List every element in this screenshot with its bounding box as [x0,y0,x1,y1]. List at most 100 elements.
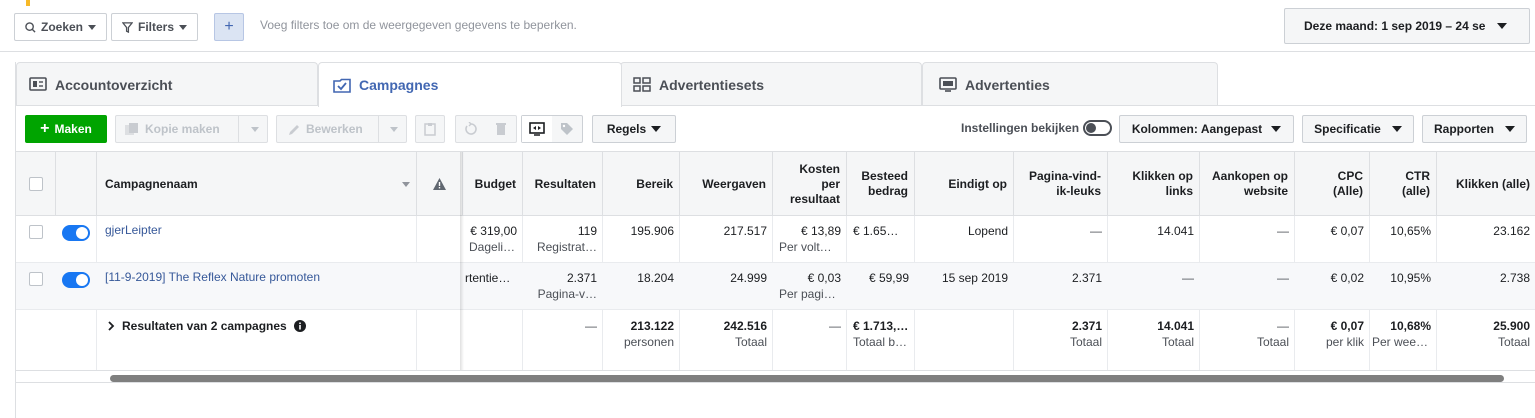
ab-test-tag-group [521,115,583,143]
ctr-value: 10,95% [1390,271,1431,285]
duplicate-label: Kopie maken [145,122,220,136]
header-ctr[interactable]: CTR (alle) [1370,152,1437,216]
date-range-picker[interactable]: Deze maand: 1 sep 2019 – 24 se [1284,8,1530,44]
clicks-value: 2.738 [1499,271,1530,285]
row-checkbox[interactable] [29,225,43,239]
reports-button[interactable]: Rapporten [1422,115,1527,143]
totals-clicks: 25.900 [1493,319,1530,333]
tab-ads[interactable]: Advertenties [922,62,1218,106]
header-reach[interactable]: Bereik [603,152,680,216]
columns-value: Aangepast [1200,122,1263,136]
rules-label: Regels [606,122,647,136]
header-purchases[interactable]: Aankopen op website [1200,152,1295,216]
header-cost-per-result[interactable]: Kosten per resultaat [773,152,847,216]
campaign-name-link[interactable]: gjerLeipter [105,223,162,237]
ab-test-icon [529,122,545,136]
delete-button[interactable] [486,122,516,136]
campaign-toggle[interactable] [62,225,90,241]
table-row[interactable]: gjerLeipter € 319,00 Dagelijks 119 Regis… [16,216,1535,263]
header-select-all [16,152,56,216]
info-icon[interactable] [293,320,306,332]
header-results[interactable]: Resultaten [523,152,603,216]
campaign-name-link[interactable]: [11-9-2019] The Reflex Nature promoten [105,270,321,284]
toggle-knob [1086,123,1096,133]
totals-cost-per-result: — [829,319,841,333]
header-label: Bereik [636,176,673,191]
rules-button[interactable]: Regels [592,115,676,143]
accent-marker [26,0,30,6]
header-amount-spent[interactable]: Besteed bedrag [847,152,915,216]
header-label: Besteed bedrag [861,169,908,198]
page-likes-value: 2.371 [1071,271,1102,285]
table-row[interactable]: [11-9-2019] The Reflex Nature promoten r… [16,263,1535,310]
link-clicks-value: — [1182,271,1194,285]
header-impressions[interactable]: Weergaven [680,152,773,216]
create-button[interactable]: + Maken [25,115,107,143]
header-clicks-all[interactable]: Klikken (alle) [1437,152,1535,216]
totals-amount-spent-unit: Totaal b… [853,335,908,349]
ctr-value: 10,65% [1390,224,1431,238]
plus-icon: + [224,18,234,35]
columns-button[interactable]: Kolommen: Aangepast [1119,115,1294,143]
add-filter-button[interactable]: + [214,13,244,41]
header-campaign-name[interactable]: Campagnenaam [97,152,417,216]
tab-account-overview[interactable]: Accountoverzicht [16,62,318,106]
search-button[interactable]: Zoeken [14,13,107,41]
results-type: Registrat… [536,240,597,254]
chevron-down-icon [651,126,662,132]
totals-link-clicks: 14.041 [1157,319,1194,333]
totals-page-likes-unit: Totaal [1069,335,1102,349]
toggle-knob [76,227,88,239]
cost-per-result-type: Per volt… [779,240,832,254]
chevron-down-icon [1505,126,1515,132]
chevron-down-icon [179,24,187,30]
scrollbar-thumb[interactable] [110,375,1504,382]
ab-test-button[interactable] [522,116,552,142]
budget-type: Dagelijks [469,240,518,254]
view-settings-label: Instellingen bekijken [961,121,1080,135]
breakdown-button[interactable]: Specificatie [1302,115,1414,143]
ads-manager-frame: Accountoverzicht Campagnes Advertentiese… [15,62,1535,418]
filters-button[interactable]: Filters [111,13,198,41]
tag-button[interactable] [552,122,582,136]
date-range-label: Deze maand: 1 sep 2019 – 24 se [1304,19,1486,33]
header-cpc[interactable]: CPC (Alle) [1295,152,1370,216]
view-settings-toggle[interactable] [1083,120,1112,136]
tab-campaigns[interactable]: Campagnes [318,62,622,107]
duplicate-button[interactable]: Kopie maken [115,115,268,143]
edit-button[interactable]: Bewerken [276,115,407,143]
frozen-columns-shadow [460,152,464,370]
select-all-checkbox[interactable] [28,177,43,191]
header-label: Campagnenaam [105,176,198,191]
totals-reach: 213.122 [630,319,674,333]
header-label: Weergaven [702,176,766,191]
expand-totals-button[interactable]: Resultaten van 2 campagnes [108,319,306,333]
header-label: CPC (Alle) [1333,169,1363,198]
edit-label: Bewerken [306,122,363,136]
cost-per-result-value: € 13,89 [800,224,841,238]
plus-icon: + [40,120,50,137]
clipboard-button[interactable] [415,115,445,143]
totals-purchases-unit: Totaal [1256,335,1289,349]
account-overview-icon [29,77,47,91]
undo-button[interactable] [456,122,486,136]
horizontal-scrollbar[interactable] [16,370,1535,382]
header-budget[interactable]: Budget [463,152,523,216]
breakdown-label: Specificatie [1314,122,1381,136]
row-checkbox[interactable] [29,272,43,286]
filters-label: Filters [137,20,174,34]
header-link-clicks[interactable]: Klikken op links [1108,152,1200,216]
table-header [16,152,1535,216]
grid-icon [633,77,651,92]
tab-label: Advertenties [965,76,1050,93]
campaign-toggle[interactable] [62,272,90,288]
tab-ad-sets[interactable]: Advertentiesets [620,62,922,106]
budget-value: € 319,00 [470,224,517,238]
header-ends[interactable]: Eindigt op [915,152,1014,216]
totals-reach-unit: personen [623,335,674,349]
header-page-likes[interactable]: Pagina-vind-ik-leuks [1014,152,1108,216]
toggle-knob [76,274,88,286]
impressions-value: 24.999 [730,271,767,285]
totals-ctr: 10,68% [1390,319,1431,333]
cpc-value: € 0,07 [1330,224,1364,238]
